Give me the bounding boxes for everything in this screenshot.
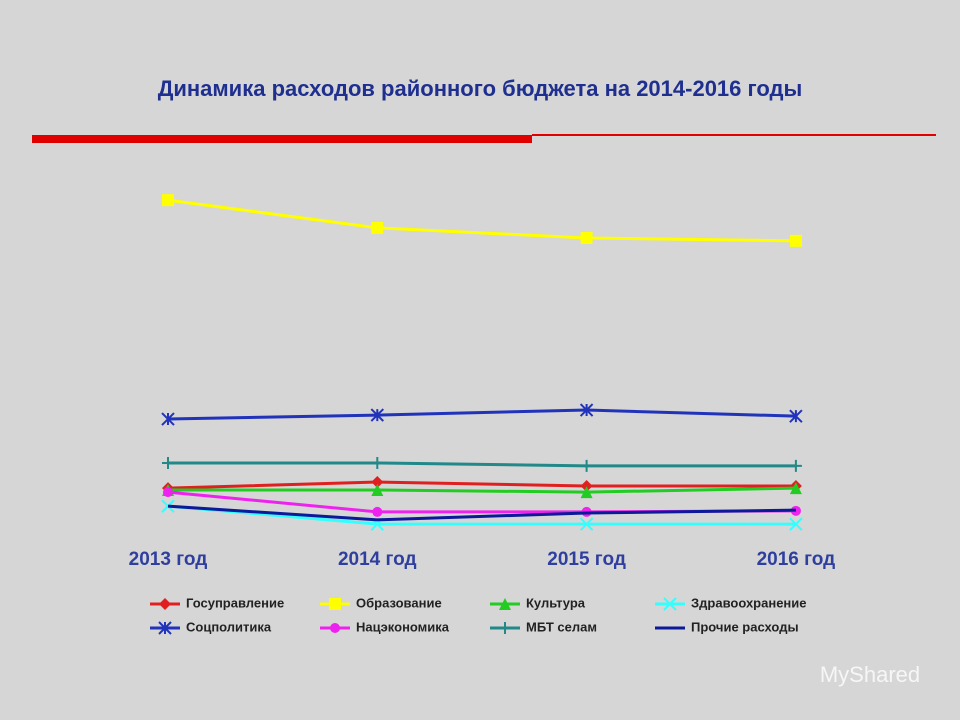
data-point bbox=[789, 517, 803, 531]
legend-marker bbox=[159, 598, 171, 610]
series-line bbox=[167, 198, 796, 243]
data-point bbox=[789, 409, 803, 423]
data-point bbox=[789, 459, 802, 472]
legend-label: Культура bbox=[526, 595, 586, 610]
series-line bbox=[168, 486, 796, 494]
data-point bbox=[371, 456, 384, 469]
x-tick-label: 2016 год bbox=[757, 549, 836, 570]
legend-label: Нацэкономика bbox=[356, 619, 450, 634]
data-point bbox=[580, 486, 593, 499]
data-point bbox=[580, 459, 593, 472]
data-point bbox=[579, 517, 594, 531]
series-line bbox=[167, 504, 796, 526]
data-point bbox=[161, 412, 175, 426]
x-tick-label: 2015 год bbox=[547, 549, 626, 570]
legend-marker bbox=[663, 597, 677, 611]
legend-label: Соцполитика bbox=[186, 619, 272, 634]
legend-label: Госуправление bbox=[186, 595, 284, 610]
legend-marker bbox=[330, 623, 340, 633]
data-point bbox=[371, 483, 384, 496]
legend-marker bbox=[329, 598, 341, 610]
series-line bbox=[167, 504, 796, 522]
legend-marker bbox=[158, 621, 172, 635]
chart-title: Динамика расходов районного бюджета на 2… bbox=[158, 76, 803, 101]
data-point bbox=[370, 408, 385, 422]
data-point bbox=[371, 221, 384, 234]
series-line bbox=[167, 480, 796, 490]
series-line bbox=[168, 461, 796, 468]
series-line bbox=[167, 490, 796, 514]
data-point bbox=[580, 480, 593, 492]
series-line bbox=[167, 408, 796, 421]
legend-marker bbox=[499, 622, 511, 634]
divider-bar bbox=[32, 135, 532, 143]
data-point bbox=[372, 506, 383, 517]
data-point bbox=[789, 482, 802, 495]
legend-label: МБТ селам bbox=[526, 619, 597, 634]
legend-label: Прочие расходы bbox=[691, 619, 799, 634]
data-point bbox=[162, 456, 174, 469]
legend-label: Образование bbox=[356, 595, 442, 610]
data-point bbox=[579, 403, 594, 417]
data-point bbox=[163, 487, 173, 498]
data-point bbox=[580, 231, 593, 244]
x-tick-label: 2014 год bbox=[338, 549, 417, 570]
x-tick-label: 2013 год bbox=[129, 549, 208, 570]
watermark: MyShared bbox=[820, 662, 920, 687]
data-point bbox=[371, 476, 384, 489]
legend-label: Здравоохранение bbox=[691, 595, 807, 610]
legend-marker bbox=[499, 598, 511, 610]
data-point bbox=[789, 234, 802, 247]
data-point bbox=[162, 194, 174, 207]
